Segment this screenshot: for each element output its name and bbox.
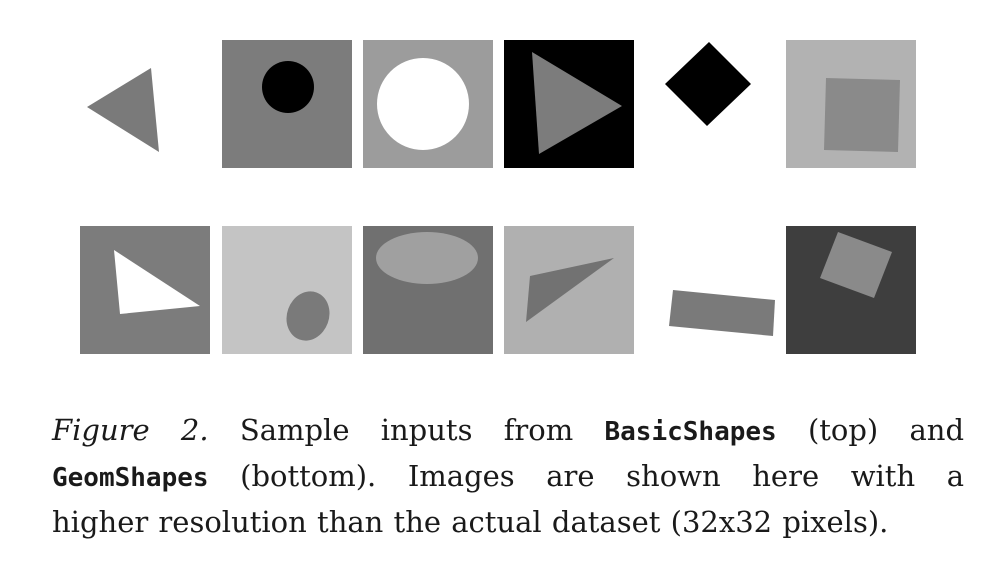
caption-text-1: Sample inputs from	[239, 413, 574, 447]
ellipse-shape	[376, 232, 478, 284]
circle-shape	[377, 58, 469, 150]
caption-line-2: GeomShapes (bottom). Images are shown he…	[52, 454, 964, 500]
caption-line-1: Figure 2. Sample inputs from BasicShapes…	[52, 408, 964, 454]
square-shape	[824, 78, 900, 152]
triangle-shape	[87, 68, 159, 152]
figure-caption: Figure 2. Sample inputs from BasicShapes…	[52, 408, 964, 544]
geom-tile-2	[222, 226, 352, 354]
geom-tile-5-image	[645, 226, 775, 354]
square-shape	[820, 232, 892, 298]
circle-shape	[262, 61, 314, 113]
basic-tile-1	[80, 40, 210, 168]
basic-tile-6-image	[786, 40, 916, 168]
basic-tile-2-image	[222, 40, 352, 168]
caption-text-2: (top) and	[807, 413, 965, 447]
triangle-shape	[532, 52, 622, 154]
figure-label: Figure 2.	[52, 413, 209, 447]
geom-tile-3-image	[363, 226, 493, 354]
basic-tile-5-image	[645, 40, 775, 168]
geom-tile-2-image	[222, 226, 352, 354]
dataset-name-geomshapes: GeomShapes	[52, 463, 209, 493]
basic-tile-3-image	[363, 40, 493, 168]
ellipse-shape	[286, 291, 330, 341]
caption-line-3: higher resolution than the actual datase…	[52, 500, 964, 544]
geom-tile-3	[363, 226, 493, 354]
basic-tile-2	[222, 40, 352, 168]
geom-tile-6-image	[786, 226, 916, 354]
triangle-shape	[526, 258, 614, 322]
caption-text-3: (bottom). Images are shown here with a	[240, 459, 964, 493]
geom-tile-6	[786, 226, 916, 354]
basic-tile-3	[363, 40, 493, 168]
rectangle-shape	[669, 290, 775, 336]
triangle-shape	[114, 250, 200, 314]
basic-tile-6	[786, 40, 916, 168]
geom-tile-5	[645, 226, 775, 354]
dataset-name-basicshapes: BasicShapes	[604, 417, 777, 447]
geom-tile-4	[504, 226, 634, 354]
tile-background	[222, 226, 352, 354]
geom-tile-1	[80, 226, 210, 354]
caption-text-4: higher resolution than the actual datase…	[52, 505, 889, 539]
basic-tile-1-image	[80, 40, 210, 168]
basic-tile-4	[504, 40, 634, 168]
geom-tile-4-image	[504, 226, 634, 354]
tile-background	[645, 226, 775, 354]
geom-tile-1-image	[80, 226, 210, 354]
diamond-shape	[665, 42, 751, 126]
basic-tile-5	[645, 40, 775, 168]
basic-tile-4-image	[504, 40, 634, 168]
